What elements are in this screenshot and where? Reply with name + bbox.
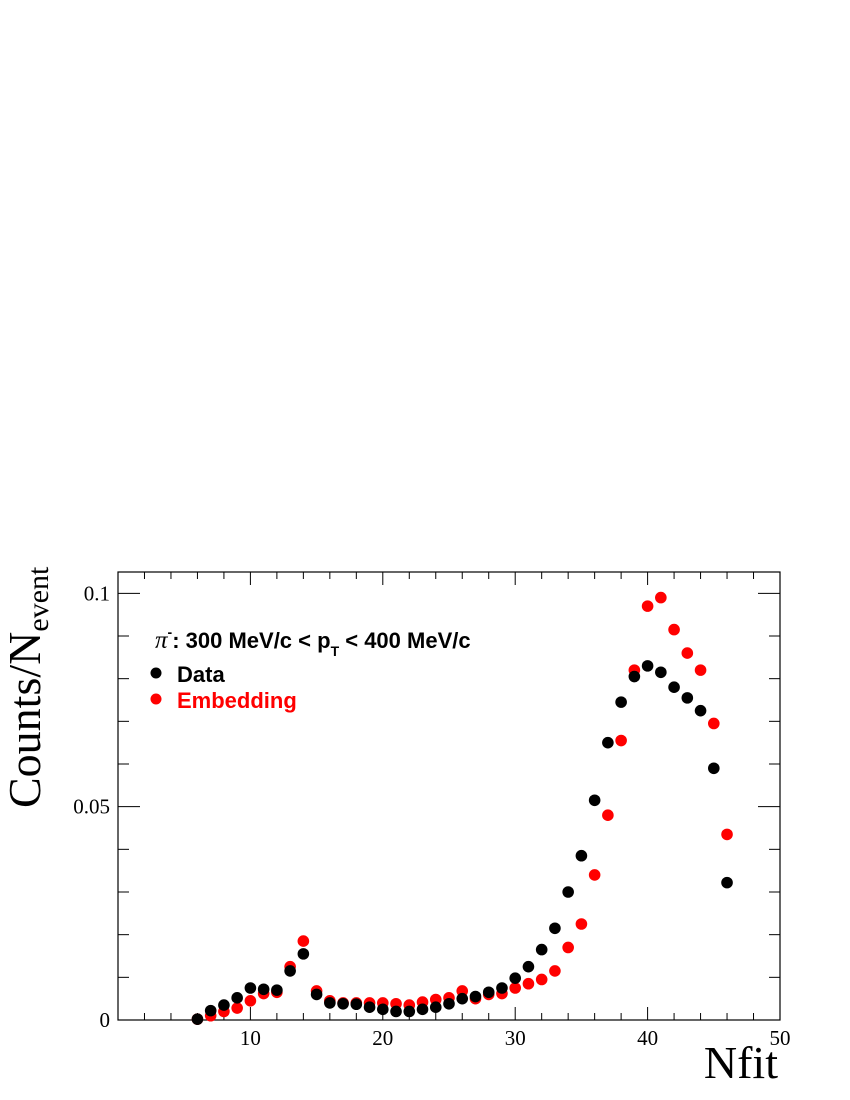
data-point-embedding: [694, 664, 707, 676]
data-point-data: [231, 992, 243, 1004]
legend-label-embedding: Embedding: [177, 688, 297, 713]
data-point-data: [509, 972, 521, 984]
data-point-data: [522, 960, 535, 973]
data-point-data: [482, 986, 495, 999]
data-point-data: [390, 1005, 402, 1018]
data-point-embedding: [655, 591, 667, 604]
data-point-data: [191, 1013, 204, 1025]
data-point-embedding: [562, 941, 574, 954]
data-point-embedding: [708, 717, 720, 730]
y-tick-label: 0: [100, 1008, 111, 1032]
data-point-data: [681, 692, 694, 704]
data-point-data: [708, 762, 720, 775]
legend-marker-embedding: [150, 693, 162, 705]
data-point-embedding: [509, 982, 521, 994]
data-point-embedding: [588, 869, 601, 881]
data-point-data: [297, 948, 310, 960]
data-point-data: [575, 849, 588, 862]
data-point-data: [271, 984, 283, 996]
data-point-data: [655, 666, 667, 679]
data-point-data: [218, 999, 230, 1011]
data-point-data: [641, 660, 654, 672]
y-tick-label: 0.05: [73, 795, 110, 819]
data-point-data: [416, 1003, 429, 1016]
data-point-data: [244, 982, 257, 994]
x-tick-label: 20: [372, 1026, 393, 1050]
legend-entry-embedding: Embedding: [150, 688, 297, 713]
data-point-data: [257, 983, 270, 996]
data-point-embedding: [575, 918, 588, 930]
data-point-data: [549, 922, 561, 935]
data-point-data: [615, 696, 627, 708]
plot-frame: [117, 571, 781, 1021]
y-axis-label: Counts/Nevent: [0, 566, 55, 808]
data-point-data: [377, 1003, 389, 1016]
x-tick-label: 30: [505, 1026, 526, 1050]
y-tick-label: 0.1: [84, 581, 110, 605]
data-point-embedding: [244, 995, 257, 1007]
plot-annotation: π-: 300 MeV/c < pT < 400 MeV/c: [155, 624, 471, 659]
data-point-embedding: [522, 977, 535, 990]
series-data: [191, 660, 733, 1025]
data-point-data: [350, 998, 363, 1011]
data-point-embedding: [641, 600, 654, 612]
data-point-data: [204, 1004, 217, 1017]
data-point-data: [429, 1001, 442, 1013]
data-point-data: [668, 681, 680, 693]
data-point-data: [496, 982, 508, 994]
data-point-data: [602, 736, 614, 749]
x-tick-label: 40: [637, 1026, 658, 1050]
data-point-data: [588, 794, 601, 807]
data-point-data: [310, 988, 323, 1001]
data-point-embedding: [549, 965, 561, 977]
x-tick-label: 10: [240, 1026, 261, 1050]
data-point-data: [628, 670, 641, 683]
x-tick-label: 50: [770, 1026, 791, 1050]
data-point-embedding: [297, 935, 310, 947]
data-point-embedding: [721, 828, 733, 841]
data-point-data: [337, 997, 349, 1010]
data-point-embedding: [681, 647, 694, 659]
data-point-data: [469, 990, 482, 1003]
legend-marker-data: [150, 667, 162, 679]
data-point-data: [456, 992, 469, 1005]
data-point-data: [403, 1005, 416, 1018]
data-point-data: [363, 1001, 376, 1013]
data-point-embedding: [615, 734, 627, 747]
legend-entry-data: Data: [150, 662, 225, 687]
legend: Data Embedding: [150, 662, 297, 713]
data-point-data: [562, 886, 574, 898]
data-point-data: [535, 943, 548, 956]
data-point-data: [694, 704, 707, 717]
data-point-data: [443, 997, 455, 1010]
data-point-embedding: [602, 809, 614, 821]
data-point-embedding: [535, 973, 548, 986]
data-point-embedding: [668, 623, 680, 636]
data-point-data: [324, 997, 336, 1009]
x-axis-label: Nfit: [704, 1037, 778, 1088]
data-points: [191, 591, 733, 1025]
legend-label-data: Data: [177, 662, 225, 687]
data-point-embedding: [231, 1002, 243, 1014]
data-point-data: [721, 876, 733, 889]
data-point-data: [284, 965, 296, 977]
